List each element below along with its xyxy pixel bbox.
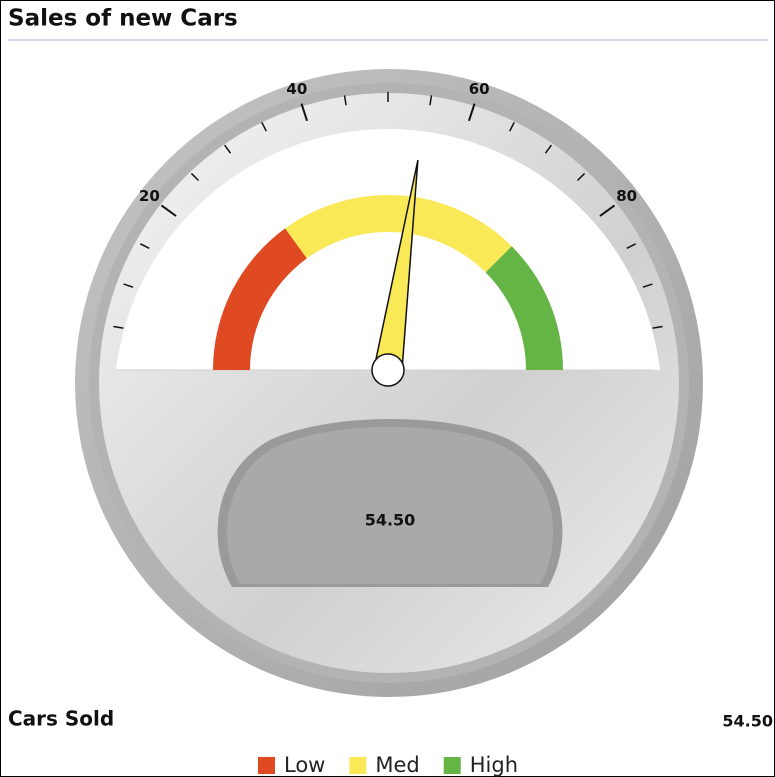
band: [485, 246, 563, 370]
minor-tick: [509, 121, 515, 132]
gauge-value-label: 54.50: [365, 511, 416, 530]
legend: Low Med High: [258, 753, 518, 777]
minor-tick: [261, 121, 267, 132]
legend-label: High: [470, 753, 518, 777]
minor-tick: [139, 243, 150, 249]
minor-tick: [544, 144, 553, 154]
minor-tick: [576, 172, 586, 182]
minor-tick: [642, 283, 653, 288]
minor-tick: [626, 243, 637, 249]
minor-tick: [113, 325, 124, 329]
chart-title: Sales of new Cars: [8, 6, 238, 32]
major-tick: [300, 103, 308, 122]
legend-swatch: [258, 757, 275, 774]
tick-label: 40: [286, 80, 307, 98]
minor-tick: [429, 95, 433, 106]
legend-swatch: [443, 757, 461, 774]
metric-name: Cars Sold: [8, 707, 114, 731]
major-tick: [599, 204, 616, 217]
tick-label: 20: [139, 187, 160, 205]
legend-label: Low: [284, 753, 325, 777]
minor-tick: [343, 95, 347, 106]
gauge-marks: 20 40 60 80: [113, 80, 663, 387]
display: [226, 426, 554, 584]
band: [285, 195, 512, 273]
tick-label: 60: [469, 80, 490, 98]
tick-label: 80: [616, 187, 637, 205]
band: [213, 228, 307, 370]
major-tick: [468, 103, 476, 122]
legend-swatch: [349, 757, 367, 774]
legend-label: Med: [375, 753, 419, 777]
minor-tick: [123, 283, 134, 288]
minor-tick: [652, 325, 663, 329]
minor-tick: [223, 144, 232, 154]
major-tick: [160, 204, 177, 217]
minor-tick: [190, 172, 200, 182]
needle-hub: [371, 353, 405, 387]
metric-value: 54.50: [722, 712, 773, 731]
